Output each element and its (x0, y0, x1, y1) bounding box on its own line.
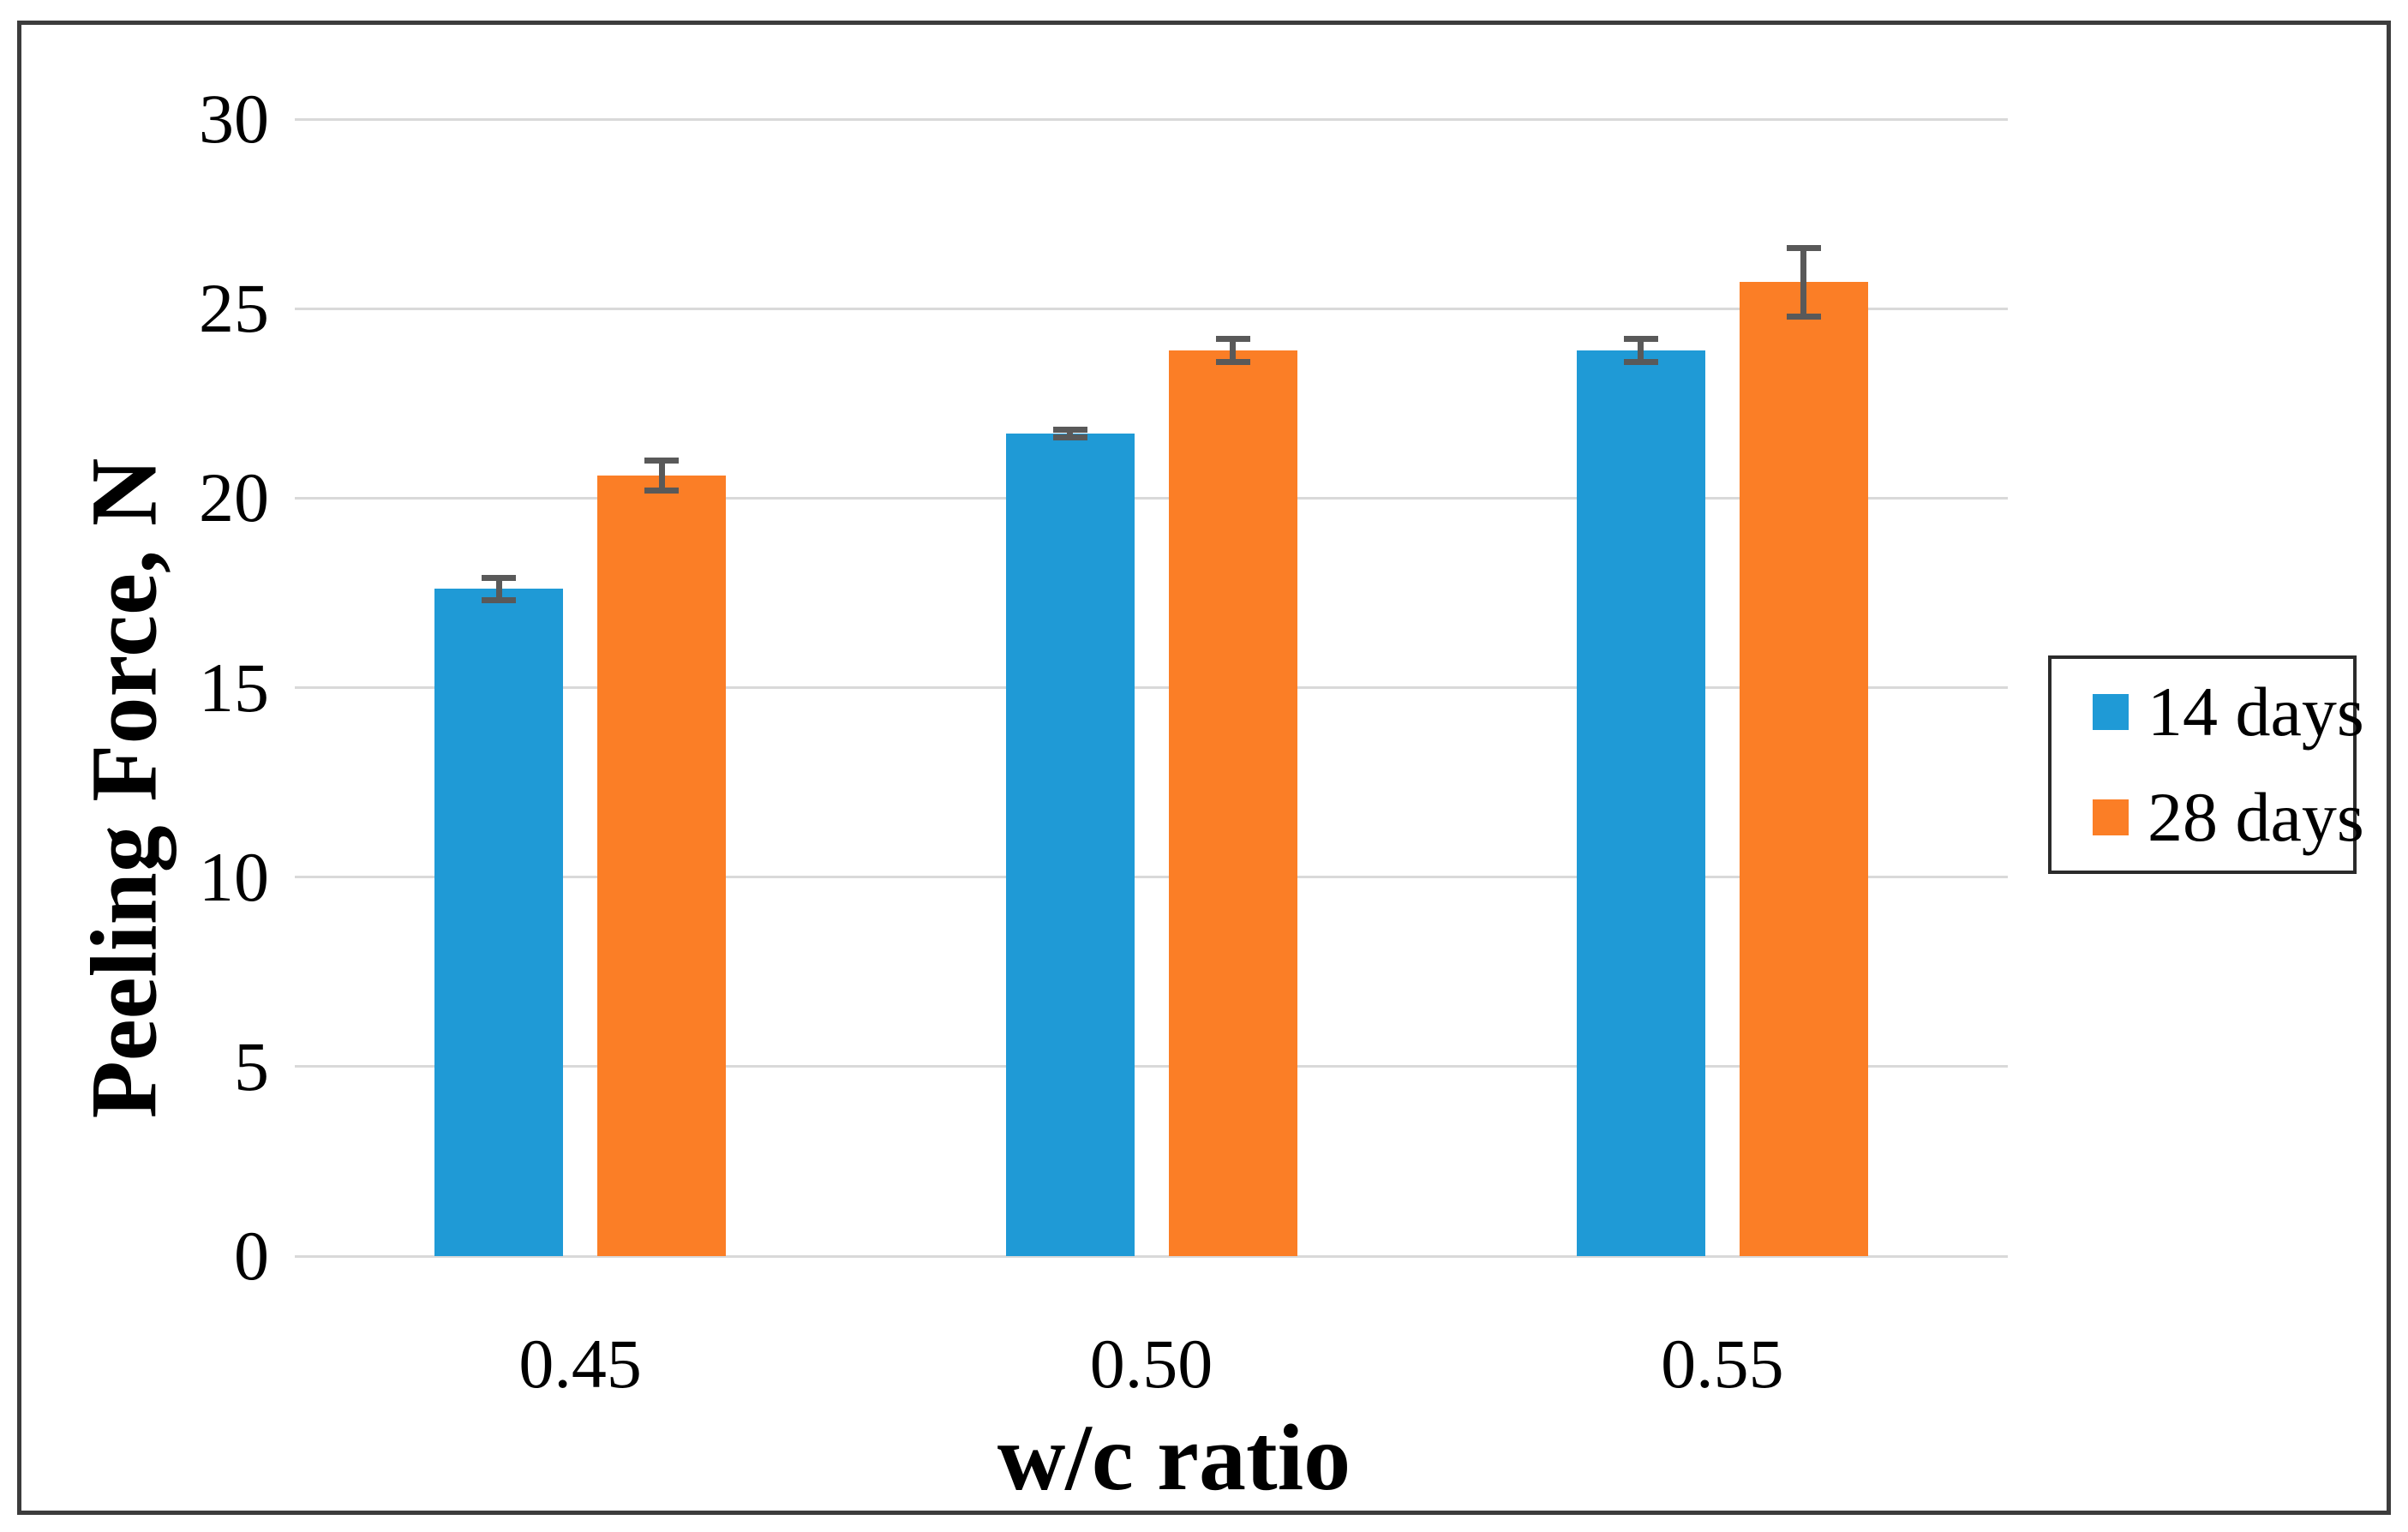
legend-swatch-14-days (2093, 693, 2129, 730)
error-cap-top-14-days-0.55 (1623, 336, 1658, 343)
y-tick-label-0: 0 (234, 1217, 269, 1295)
error-bar-28-days-0.45 (658, 460, 665, 491)
error-cap-bottom-28-days-0.50 (1215, 358, 1250, 365)
error-cap-bottom-14-days-0.50 (1052, 434, 1087, 441)
y-tick-label-10: 10 (199, 837, 269, 916)
chart-outer-border (17, 21, 2391, 1515)
error-cap-top-14-days-0.50 (1052, 427, 1087, 434)
y-tick-label-20: 20 (199, 458, 269, 537)
gridline-25 (295, 307, 2008, 310)
error-cap-bottom-28-days-0.55 (1786, 313, 1821, 320)
error-cap-bottom-14-days-0.45 (482, 597, 517, 604)
legend-item-14-days: 14 days (2093, 672, 2364, 752)
x-axis-title: w/c ratio (997, 1405, 1351, 1510)
legend-item-28-days: 28 days (2093, 777, 2364, 858)
bar-14-days-0.45 (434, 589, 564, 1256)
y-tick-label-15: 15 (199, 648, 269, 727)
gridline-0 (295, 1254, 2008, 1258)
y-tick-label-30: 30 (199, 80, 269, 158)
y-tick-label-5: 5 (234, 1026, 269, 1105)
legend-label-28-days: 28 days (2147, 778, 2364, 857)
error-cap-top-14-days-0.45 (482, 574, 517, 581)
gridline-15 (295, 686, 2008, 689)
bar-14-days-0.55 (1576, 350, 1705, 1256)
error-cap-top-28-days-0.45 (644, 457, 680, 464)
gridline-10 (295, 876, 2008, 879)
error-bar-14-days-0.55 (1638, 338, 1644, 362)
gridline-20 (295, 496, 2008, 500)
error-bar-14-days-0.50 (1067, 429, 1073, 438)
legend-label-14-days: 14 days (2147, 672, 2364, 751)
error-bar-28-days-0.55 (1800, 248, 1807, 316)
bar-28-days-0.55 (1739, 282, 1868, 1256)
error-cap-bottom-14-days-0.55 (1623, 358, 1658, 365)
x-tick-label-0.45: 0.45 (518, 1325, 642, 1403)
error-cap-top-28-days-0.50 (1215, 336, 1250, 343)
error-bar-28-days-0.50 (1230, 338, 1236, 362)
legend-swatch-28-days (2093, 799, 2129, 836)
y-tick-label-25: 25 (199, 269, 269, 348)
x-tick-label-0.55: 0.55 (1661, 1325, 1784, 1403)
error-bar-14-days-0.45 (495, 577, 502, 601)
error-cap-top-28-days-0.55 (1786, 244, 1821, 251)
gridline-30 (295, 117, 2008, 121)
legend: 14 days 28 days (2048, 655, 2364, 874)
x-tick-label-0.50: 0.50 (1089, 1325, 1213, 1403)
bar-28-days-0.50 (1168, 350, 1297, 1256)
bar-28-days-0.45 (597, 475, 727, 1256)
bar-14-days-0.50 (1005, 434, 1135, 1256)
error-cap-bottom-28-days-0.45 (644, 487, 680, 494)
gridline-5 (295, 1065, 2008, 1068)
